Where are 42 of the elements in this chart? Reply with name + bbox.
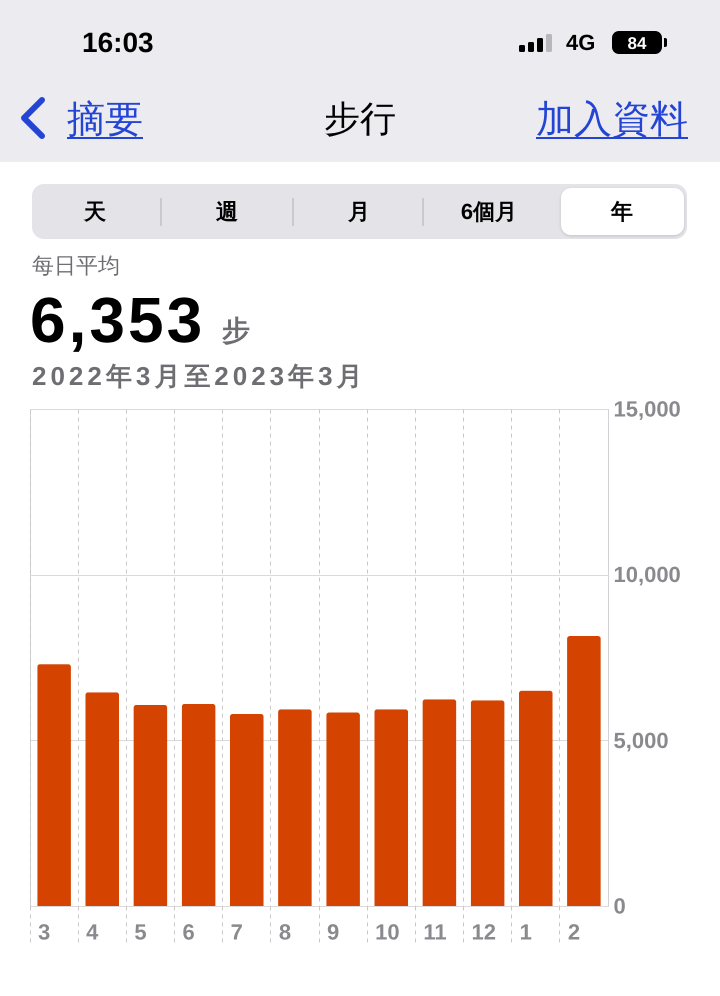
x-tick-label: 2 xyxy=(568,920,580,944)
bar xyxy=(85,692,120,906)
text: 每日平均 xyxy=(32,253,120,278)
y-tick-label: 0 xyxy=(614,894,626,918)
bar xyxy=(182,704,216,906)
x-tick-label: 12 xyxy=(472,920,496,944)
text: 週 xyxy=(216,199,238,224)
chart-subtitle: 2022年3月至2023年3月 xyxy=(32,361,367,391)
x-tick-label: 9 xyxy=(327,920,340,944)
text: 6個月 xyxy=(460,199,518,224)
y-tick-label: 15,000 xyxy=(614,396,681,422)
bar xyxy=(422,699,456,906)
x-tick-label: 7 xyxy=(230,920,243,944)
text: 年 xyxy=(611,199,633,224)
x-tick-label: 3 xyxy=(38,920,50,944)
y-tick-label: 5,000 xyxy=(614,728,669,753)
chart-title: 步行 xyxy=(324,98,396,139)
x-tick-label: 6 xyxy=(182,920,195,944)
text: 步 xyxy=(222,315,250,346)
text: 月 xyxy=(348,199,370,224)
bar xyxy=(518,690,553,906)
bar xyxy=(567,636,601,906)
bar xyxy=(230,714,264,906)
text: 天 xyxy=(84,199,106,224)
text: 加入資料 xyxy=(536,99,688,141)
text: 6,353 xyxy=(30,284,206,356)
bar xyxy=(278,709,312,906)
x-tick-label: 5 xyxy=(134,920,147,944)
bar xyxy=(134,704,168,906)
x-tick-label: 1 xyxy=(520,920,532,944)
y-tick-label: 10,000 xyxy=(614,562,681,588)
bar xyxy=(374,709,408,906)
text: 4G xyxy=(566,30,596,55)
x-tick-label: 11 xyxy=(423,920,447,944)
text: 摘要 xyxy=(67,99,143,141)
bar xyxy=(37,664,71,906)
x-tick-label: 10 xyxy=(375,920,400,944)
text: 16:03 xyxy=(82,27,154,58)
bar xyxy=(470,700,504,906)
x-tick-label: 4 xyxy=(86,920,100,944)
x-tick-label: 8 xyxy=(278,920,292,944)
bar xyxy=(326,712,360,906)
